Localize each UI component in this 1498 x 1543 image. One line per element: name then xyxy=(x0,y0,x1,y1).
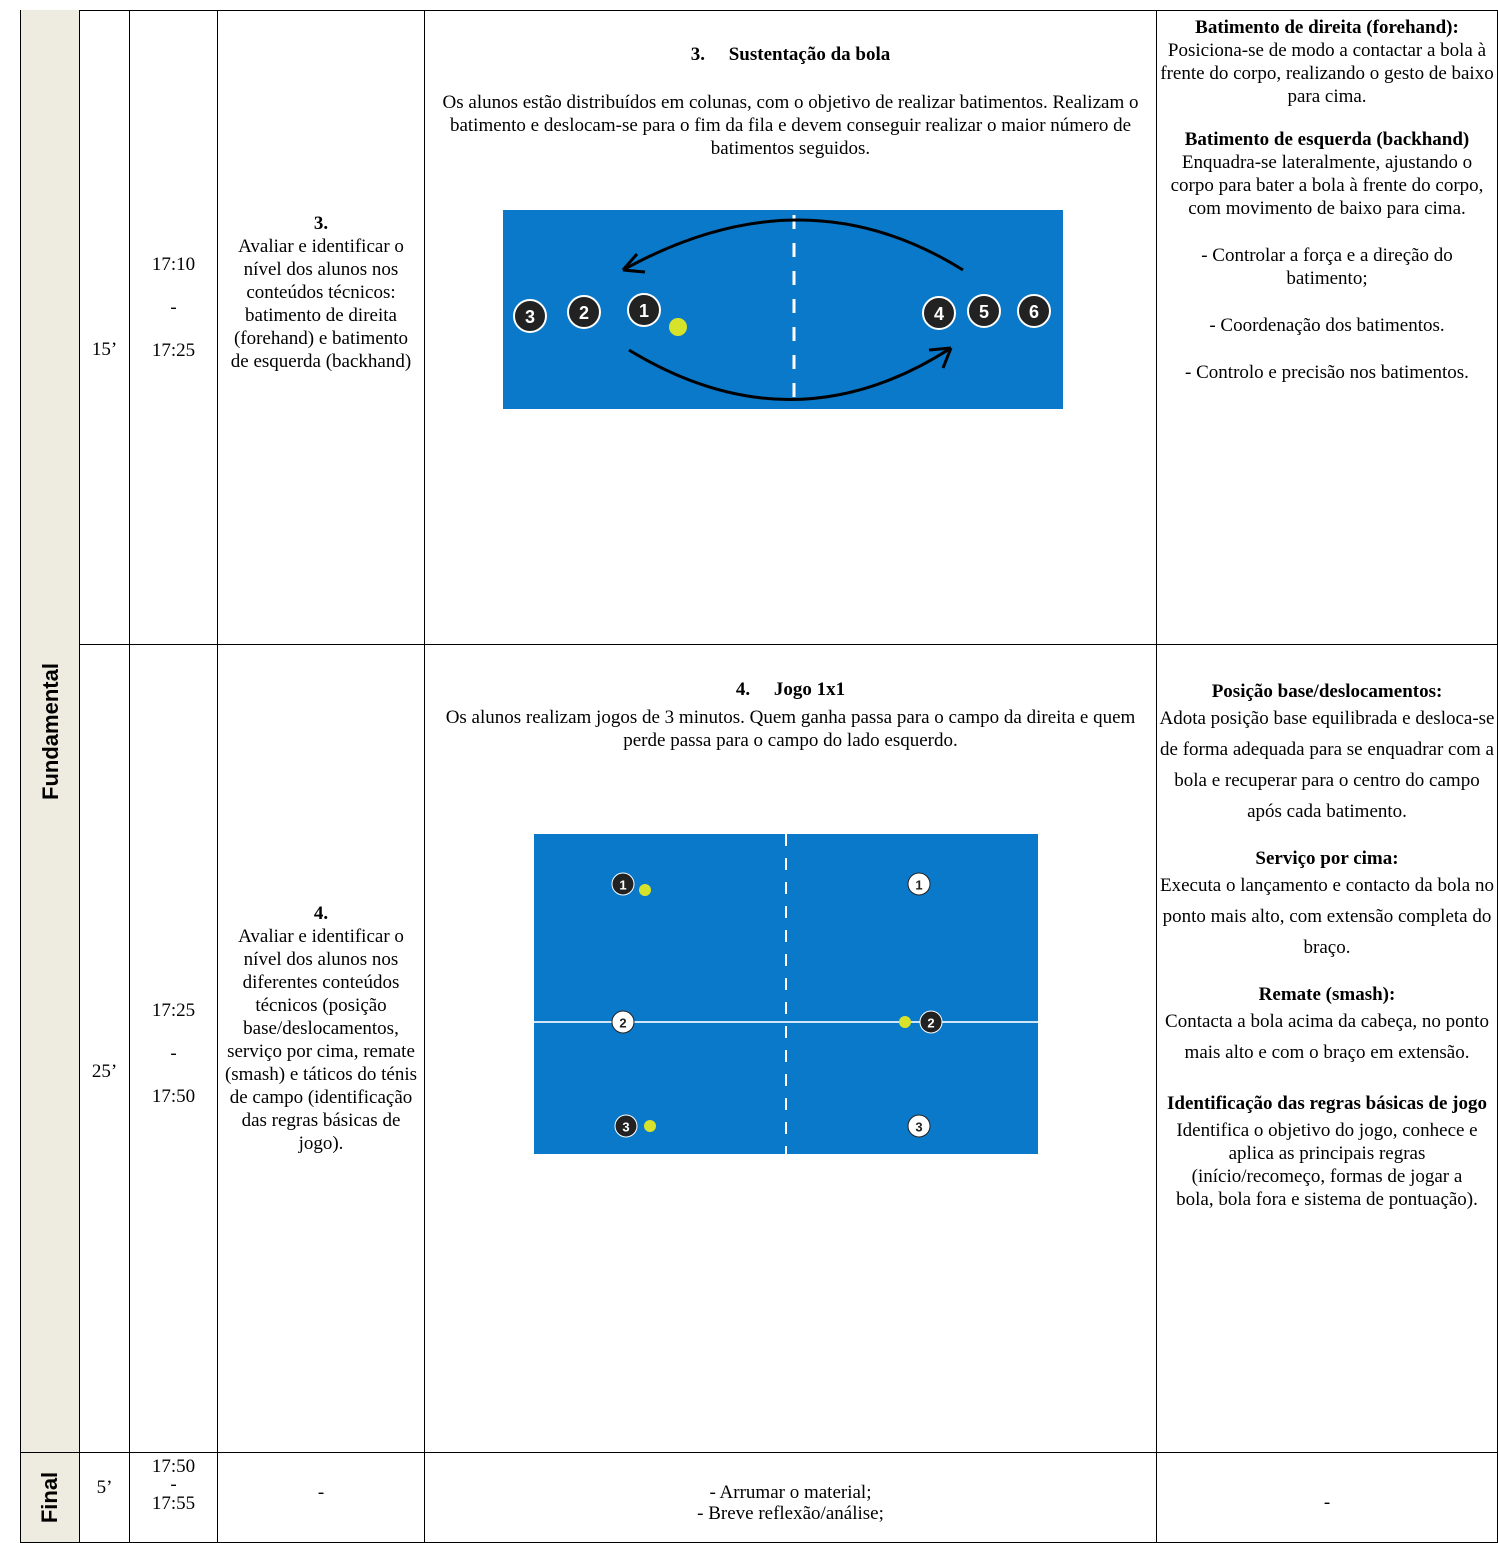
activity-number: 3. xyxy=(690,44,705,65)
time: 17:10 xyxy=(151,253,196,275)
arrow xyxy=(621,218,964,272)
time-cell: 17:50 - 17:55 xyxy=(130,1453,218,1543)
criteria-cell: Batimento de direita (forehand): Posicio… xyxy=(1157,10,1498,645)
criteria-text: Identifica o objetivo do jogo, conhece e… xyxy=(1176,1120,1478,1210)
player xyxy=(512,299,547,333)
ball xyxy=(638,884,651,896)
player-label: 2 xyxy=(927,1016,934,1031)
criteria-cell: Posição base/deslocamentos: Adota posiçã… xyxy=(1157,645,1498,1453)
phase-cell: Final xyxy=(20,1453,80,1543)
player xyxy=(907,872,930,896)
activity-line: - Arrumar o material; xyxy=(709,1481,872,1503)
duration: 25’ xyxy=(91,1060,118,1082)
activity-text: Os alunos realizam jogos de 3 minutos. Q… xyxy=(445,707,1136,751)
criteria-cell: - xyxy=(1157,1453,1498,1543)
duration-cell: 25’ xyxy=(80,645,130,1453)
criteria-text: Enquadra-se lateralmente, ajustando o co… xyxy=(1170,152,1484,219)
activity-cell: 3. Sustentação da bola Os alunos estão d… xyxy=(425,10,1157,645)
player-label: 3 xyxy=(622,1120,629,1135)
objective-cell: - xyxy=(218,1453,425,1543)
note: - Controlo e precisão nos batimentos. xyxy=(1185,362,1469,383)
activity-cell: - Arrumar o material; - Breve reflexão/a… xyxy=(425,1453,1157,1543)
time: 17:55 xyxy=(151,1493,196,1514)
player xyxy=(611,872,634,896)
duration-cell: 15’ xyxy=(80,10,130,645)
activity-title: 3. Sustentação da bola xyxy=(691,43,891,66)
time: 17:50 xyxy=(151,1086,196,1107)
top-border xyxy=(20,10,1498,11)
objective-text: Avaliar e identificar o nível dos alunos… xyxy=(224,926,418,1154)
activity-title-text: Jogo 1x1 xyxy=(773,679,846,700)
activity-title: 4. Jogo 1x1 xyxy=(736,678,845,701)
objective-number: 4. xyxy=(313,903,329,924)
player-label: 1 xyxy=(619,878,626,893)
objective-text: Avaliar e identificar o nível dos alunos… xyxy=(230,235,412,372)
time: - xyxy=(170,296,177,318)
ball xyxy=(668,318,687,336)
objective-number: 3. xyxy=(313,212,329,234)
activity-number: 4. xyxy=(735,679,751,700)
player-label: 3 xyxy=(524,307,534,327)
time: 17:25 xyxy=(151,1000,196,1021)
player xyxy=(614,1114,637,1138)
player-label: 4 xyxy=(933,304,943,324)
player xyxy=(966,294,1001,328)
duration: 5’ xyxy=(96,1477,113,1498)
objective-text: - xyxy=(317,1482,325,1503)
criteria-heading: Remate (smash): xyxy=(1258,984,1396,1005)
player xyxy=(921,296,956,330)
time: 17:50 xyxy=(151,1456,196,1477)
criteria-heading: Posição base/deslocamentos: xyxy=(1211,681,1443,702)
time: - xyxy=(170,1474,177,1495)
game-diagram: 1 1 2 2 3 3 xyxy=(533,834,1038,1154)
player xyxy=(907,1114,930,1138)
player-label: 1 xyxy=(638,301,648,321)
player-label: 5 xyxy=(978,302,988,322)
ball xyxy=(898,1016,911,1028)
objective-cell: 4. Avaliar e identificar o nível dos alu… xyxy=(218,645,425,1453)
player-label: 2 xyxy=(619,1016,626,1031)
player xyxy=(611,1010,634,1034)
player-label: 2 xyxy=(578,303,588,323)
note: - Controlar a força e a direção do batim… xyxy=(1201,245,1453,289)
criteria-heading: Batimento de direita (forehand): xyxy=(1195,17,1459,38)
criteria-heading: Serviço por cima: xyxy=(1255,848,1399,869)
player xyxy=(1016,294,1051,328)
ball xyxy=(643,1120,656,1132)
player xyxy=(919,1010,942,1034)
player-label: 1 xyxy=(915,878,922,893)
criteria-heading: Batimento de esquerda (backhand) xyxy=(1184,129,1470,150)
criteria-heading: Identificação das regras básicas de jogo xyxy=(1167,1093,1487,1114)
player-label: 3 xyxy=(915,1120,922,1135)
player xyxy=(626,293,661,327)
criteria-text: Adota posição base equilibrada e desloca… xyxy=(1159,708,1495,822)
criteria-text: Contacta a bola acima da cabeça, no pont… xyxy=(1165,1011,1489,1063)
time: - xyxy=(170,1043,177,1064)
time: 17:25 xyxy=(151,339,196,361)
activity-line: - Breve reflexão/análise; xyxy=(697,1502,884,1524)
arrowhead xyxy=(928,346,952,369)
phase-label: Final xyxy=(37,1471,63,1524)
criteria-text: - xyxy=(1323,1492,1331,1513)
player xyxy=(566,295,601,329)
time-cell: 17:10 - 17:25 xyxy=(130,10,218,645)
duration: 15’ xyxy=(91,339,118,360)
time-cell: 17:25 - 17:50 xyxy=(130,645,218,1453)
arrowhead xyxy=(621,253,645,274)
activity-cell: 4. Jogo 1x1 Os alunos realizam jogos de … xyxy=(425,645,1157,1453)
criteria-text: Posiciona-se de modo a contactar a bola … xyxy=(1160,40,1494,107)
duration-cell: 5’ xyxy=(80,1453,130,1543)
drill-diagram: 3 2 1 4 5 6 xyxy=(502,210,1063,409)
note: - Coordenação dos batimentos. xyxy=(1209,315,1445,336)
objective-cell: 3. Avaliar e identificar o nível dos alu… xyxy=(218,10,425,645)
phase-label: Fundamental xyxy=(37,662,63,800)
arrow xyxy=(627,346,952,401)
player-label: 6 xyxy=(1028,302,1038,322)
criteria-text: Executa o lançamento e contacto da bola … xyxy=(1160,875,1494,958)
notes: - Controlar a força e a direção do batim… xyxy=(1159,220,1495,384)
activity-text: Os alunos estão distribuídos em colunas,… xyxy=(442,92,1139,159)
activity-title-text: Sustentação da bola xyxy=(728,44,891,65)
phase-cell: Fundamental xyxy=(20,10,80,1453)
